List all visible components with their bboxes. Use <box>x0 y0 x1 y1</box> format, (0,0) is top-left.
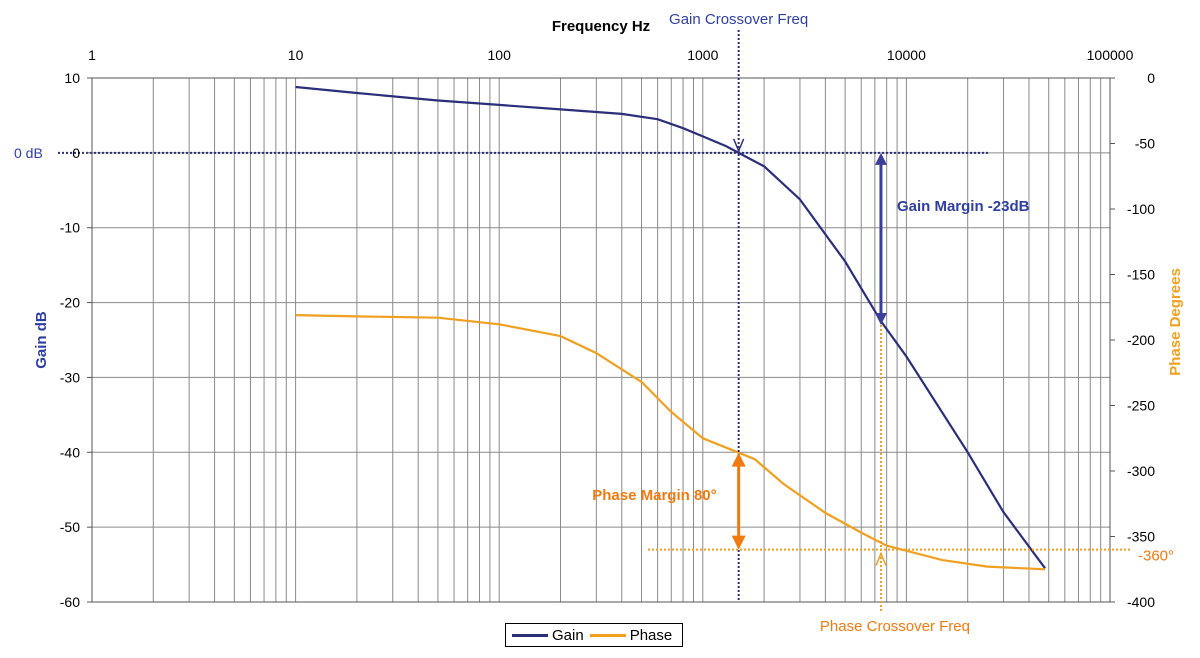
phase-margin-arrowhead-bottom <box>731 535 746 550</box>
legend-swatch-gain <box>512 633 548 637</box>
y-tick-label: -40 <box>60 444 80 460</box>
x-tick-label: 1 <box>88 47 96 63</box>
x-tick-label: 10000 <box>887 47 926 63</box>
tick-labels: 1 10 100 1000 10000 100000100-10-20-30-40-50-… <box>60 47 1155 610</box>
phase-crossover-arrow <box>875 551 887 566</box>
y2-tick-label: -300 <box>1127 463 1155 479</box>
y2-tick-label: -150 <box>1127 267 1155 283</box>
legend-item-phase: Phase <box>589 626 673 644</box>
grid <box>91 77 1111 603</box>
phase-margin-arrowhead-top <box>731 452 746 467</box>
y2-tick-label: -350 <box>1127 529 1155 545</box>
y-tick-label: 0 <box>72 145 80 161</box>
y2-tick-label: -200 <box>1127 332 1155 348</box>
y2-tick-label: 0 <box>1147 70 1155 86</box>
series-line-phase <box>295 314 1046 571</box>
y-tick-label: 10 <box>64 70 80 86</box>
y-tick-label: -30 <box>60 369 80 385</box>
phase-margin-label: Phase Margin 80° <box>592 487 716 504</box>
y-tick-label: -10 <box>60 220 80 236</box>
y-axis-title: Gain dB <box>33 311 50 369</box>
y-tick-label: -20 <box>60 295 80 311</box>
legend-label-phase: Phase <box>629 626 673 644</box>
y2-tick-label: -100 <box>1127 201 1155 217</box>
y2-tick-label: -250 <box>1127 398 1155 414</box>
legend: Gain Phase <box>505 623 683 647</box>
x-tick-label: 100000 <box>1087 47 1134 63</box>
legend-label-gain: Gain <box>552 626 584 644</box>
x-tick-label: 1000 <box>687 47 718 63</box>
annotation-layer: 0 dB Gain Crossover Freq Phase Crossover F… <box>14 11 1174 635</box>
gain-margin-label: Gain Margin -23dB <box>897 198 1030 215</box>
phase-crossover-label: Phase Crossover Freq <box>820 618 970 635</box>
y2-tick-label: -50 <box>1135 136 1155 152</box>
series-line-gain <box>295 85 1046 569</box>
gain-crossover-arrow <box>732 138 745 153</box>
phase-360-label: -360° <box>1138 548 1174 565</box>
x-tick-label: 100 <box>488 47 512 63</box>
plot-frame <box>91 77 1111 603</box>
x-axis-title: Frequency Hz <box>552 18 650 35</box>
y2-tick-label: -400 <box>1127 594 1155 610</box>
y-tick-label: -60 <box>60 594 80 610</box>
legend-item-gain: Gain <box>512 627 584 644</box>
y-tick-label: -50 <box>60 519 80 535</box>
gain-margin-arrowhead-bottom <box>874 313 887 326</box>
zero-db-label: 0 dB <box>14 145 43 161</box>
y2-axis-title: Phase Degrees <box>1167 268 1184 376</box>
legend-swatch-phase <box>589 633 626 637</box>
gain-crossover-label: Gain Crossover Freq <box>669 11 808 28</box>
x-tick-label: 10 <box>288 47 304 63</box>
series-layer <box>295 85 1046 571</box>
gain-margin-arrowhead-top <box>874 152 887 165</box>
